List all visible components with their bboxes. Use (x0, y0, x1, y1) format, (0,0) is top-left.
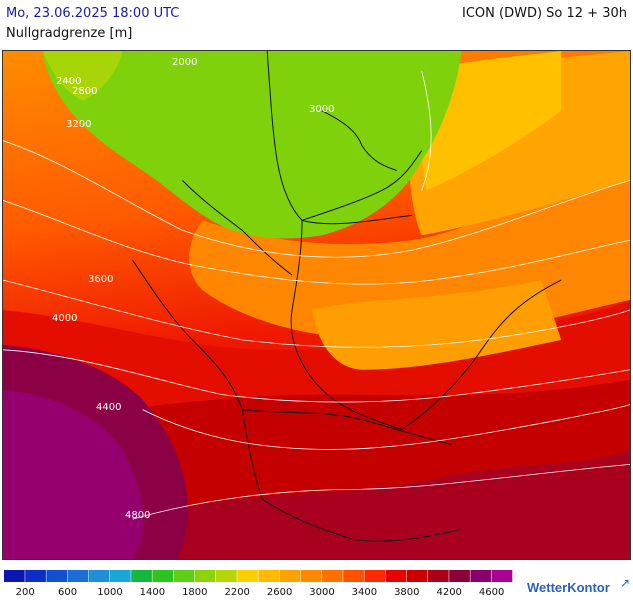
legend-swatch (216, 570, 237, 582)
field-2200-nw (42, 51, 123, 101)
legend-swatch (364, 570, 386, 582)
legend-swatch (343, 570, 364, 582)
isolines (3, 70, 630, 520)
legend-tick-label: 3800 (394, 587, 419, 596)
color-scale-legend: 200 600 1000 1400 1800 2200 2600 3000 3400 3800 42… (4, 570, 513, 596)
legend-swatch (491, 570, 513, 582)
legend-swatch (406, 570, 428, 582)
wetterkontor-logo: WetterKontor (527, 580, 610, 595)
legend-tick-label: 600 (58, 587, 77, 596)
model-run-label: ICON (DWD) So 12 + 30h (462, 6, 627, 21)
legend-swatch (428, 570, 449, 582)
brand-arrow-icon: ↗ (620, 576, 631, 590)
legend-swatch (131, 570, 152, 582)
legend-swatch (237, 570, 258, 582)
legend-tick-label: 4600 (479, 587, 504, 596)
legend-tick-label: 3000 (309, 587, 334, 596)
map-parameter-title: Nullgradgrenze [m] (6, 26, 133, 41)
field-2000-north (42, 51, 462, 239)
field-2400-east (419, 51, 562, 191)
legend-swatch (4, 570, 25, 582)
legend-swatch (46, 570, 68, 582)
legend-swatch (152, 570, 174, 582)
legend-swatch (88, 570, 110, 582)
legend-tick-label: 2200 (224, 587, 249, 596)
legend-swatch (110, 570, 131, 582)
legend-tick-label: 2600 (267, 587, 292, 596)
legend-swatch (449, 570, 470, 582)
field-4200-band (132, 449, 630, 559)
legend-swatch (322, 570, 343, 582)
freezing-level-map (2, 50, 631, 560)
legend-swatch (173, 570, 195, 582)
legend-swatch (279, 570, 301, 582)
legend-tick-label: 3400 (352, 587, 377, 596)
legend-tick-label: 1800 (182, 587, 207, 596)
legend-swatch (258, 570, 280, 582)
map-timestamp: Mo, 23.06.2025 18:00 UTC (6, 6, 180, 21)
legend-swatch (67, 570, 89, 582)
legend-tick-label: 1000 (97, 587, 122, 596)
legend-swatch (25, 570, 46, 582)
country-borders (132, 51, 562, 542)
legend-swatch (300, 570, 322, 582)
legend-tick-label: 4200 (436, 587, 461, 596)
legend-tick-label: 1400 (140, 587, 165, 596)
legend-swatch (470, 570, 492, 582)
legend-swatch (385, 570, 407, 582)
legend-tick-label: 200 (16, 587, 35, 596)
legend-swatch (194, 570, 216, 582)
field-4600-west (3, 389, 144, 559)
